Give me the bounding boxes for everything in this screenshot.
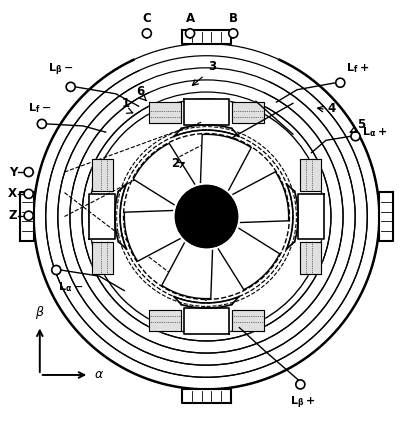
Text: $\mathbf{L_{\alpha}-}$: $\mathbf{L_{\alpha}-}$ [58, 280, 83, 294]
Circle shape [24, 189, 33, 198]
Polygon shape [232, 310, 264, 331]
Text: $\beta$: $\beta$ [35, 304, 45, 321]
Text: 3: 3 [209, 60, 217, 73]
Circle shape [176, 185, 237, 248]
Text: X: X [8, 187, 17, 200]
Text: $\alpha$: $\alpha$ [94, 368, 104, 381]
Polygon shape [93, 242, 113, 274]
Circle shape [37, 120, 46, 129]
Text: 2: 2 [171, 157, 180, 170]
Circle shape [336, 78, 345, 87]
Polygon shape [298, 194, 324, 239]
Polygon shape [162, 243, 213, 299]
Circle shape [351, 132, 360, 141]
Polygon shape [300, 159, 320, 191]
Text: $\mathbf{L_{f}-}$: $\mathbf{L_{f}-}$ [28, 101, 51, 115]
Polygon shape [182, 30, 231, 44]
Polygon shape [133, 143, 195, 205]
Polygon shape [149, 310, 181, 331]
Text: 4: 4 [328, 102, 336, 115]
Polygon shape [124, 210, 180, 261]
Polygon shape [200, 134, 251, 190]
Text: C: C [142, 12, 151, 25]
Text: $\mathbf{L_{\alpha}+}$: $\mathbf{L_{\alpha}+}$ [362, 125, 387, 139]
Polygon shape [149, 102, 181, 123]
Polygon shape [218, 228, 280, 290]
Circle shape [66, 82, 75, 91]
Text: $\mathbf{L_{\beta}-}$: $\mathbf{L_{\beta}-}$ [47, 61, 73, 78]
Polygon shape [89, 194, 115, 239]
Text: $\mathbf{L_{f}+}$: $\mathbf{L_{f}+}$ [347, 61, 370, 75]
Text: 5: 5 [357, 118, 365, 131]
Circle shape [24, 168, 33, 177]
Text: A: A [185, 12, 195, 25]
Text: Y: Y [9, 165, 17, 178]
Polygon shape [20, 192, 33, 241]
Text: B: B [229, 12, 238, 25]
Polygon shape [232, 102, 264, 123]
Circle shape [52, 265, 61, 275]
Text: 1: 1 [122, 97, 130, 110]
Polygon shape [184, 99, 229, 125]
Text: $\mathbf{L_{\beta}+}$: $\mathbf{L_{\beta}+}$ [290, 395, 315, 411]
Polygon shape [233, 172, 289, 223]
Polygon shape [184, 308, 229, 334]
Polygon shape [380, 192, 393, 241]
Circle shape [185, 29, 195, 38]
Circle shape [229, 29, 238, 38]
Polygon shape [182, 389, 231, 403]
Text: 6: 6 [137, 85, 145, 98]
Text: Z: Z [9, 209, 17, 222]
Circle shape [296, 380, 305, 389]
Circle shape [184, 194, 229, 239]
Circle shape [24, 211, 33, 220]
Polygon shape [300, 242, 320, 274]
Polygon shape [93, 159, 113, 191]
Circle shape [142, 29, 151, 38]
